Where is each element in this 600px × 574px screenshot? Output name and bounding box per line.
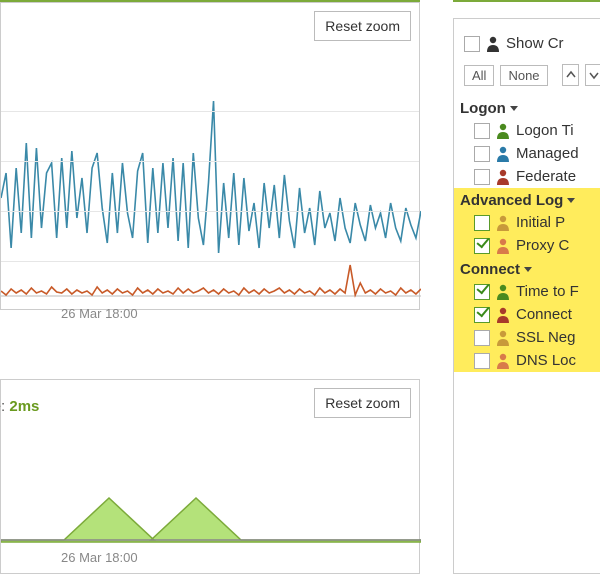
person-icon [496, 353, 510, 369]
collapse-button[interactable] [562, 64, 579, 86]
legend-label: Connect [516, 306, 572, 323]
person-icon [496, 215, 510, 231]
legend-item[interactable]: Federate [454, 165, 600, 188]
chart-latency: : 33ms Reset zoom 26 Mar 18:00 [0, 2, 420, 310]
legend-label: Managed [516, 145, 579, 162]
person-icon [486, 36, 500, 52]
legend-checkbox[interactable] [474, 353, 490, 369]
legend-item[interactable]: Initial P [454, 211, 600, 234]
person-icon [496, 146, 510, 162]
person-icon [496, 284, 510, 300]
legend-label: Logon Ti [516, 122, 574, 139]
legend-checkbox[interactable] [474, 284, 490, 300]
chart2-plot [1, 380, 421, 544]
legend-checkbox[interactable] [474, 330, 490, 346]
legend-checkbox[interactable] [474, 123, 490, 139]
caret-down-icon [524, 267, 532, 272]
legend-item[interactable]: Connect [454, 303, 600, 326]
legend-checkbox[interactable] [474, 238, 490, 254]
legend-item[interactable]: Proxy C [454, 234, 600, 257]
legend-item[interactable]: Time to F [454, 280, 600, 303]
chart-performance: rmance: 2ms Reset zoom 26 Mar 18:00 [0, 379, 420, 574]
group-header[interactable]: Logon [454, 96, 600, 119]
legend-item[interactable]: Managed [454, 142, 600, 165]
legend-panel: Show Cr All None Logon Logon Ti Managed Fed… [453, 18, 600, 574]
legend-checkbox[interactable] [474, 169, 490, 185]
chart2-axis-label: 26 Mar 18:00 [61, 550, 138, 565]
legend-item[interactable]: Logon Ti [454, 119, 600, 142]
group-header[interactable]: Advanced Log [454, 188, 600, 211]
group-header[interactable]: Connect [454, 257, 600, 280]
person-icon [496, 307, 510, 323]
person-icon [496, 123, 510, 139]
filter-none-button[interactable]: None [500, 65, 547, 86]
show-cr-checkbox[interactable] [464, 36, 480, 52]
legend-label: SSL Neg [516, 329, 575, 346]
legend-label: DNS Loc [516, 352, 576, 369]
person-icon [496, 330, 510, 346]
legend-label: Time to F [516, 283, 579, 300]
show-cr-label: Show Cr [506, 35, 564, 52]
caret-down-icon [510, 106, 518, 111]
legend-checkbox[interactable] [474, 146, 490, 162]
legend-checkbox[interactable] [474, 307, 490, 323]
legend-label: Initial P [516, 214, 565, 231]
filter-all-button[interactable]: All [464, 65, 494, 86]
legend-checkbox[interactable] [474, 215, 490, 231]
legend-label: Proxy C [516, 237, 569, 254]
chart1-axis-label: 26 Mar 18:00 [61, 306, 138, 321]
person-icon [496, 238, 510, 254]
legend-label: Federate [516, 168, 576, 185]
person-icon [496, 169, 510, 185]
chart1-plot [1, 3, 421, 301]
caret-down-icon [567, 198, 575, 203]
legend-item[interactable]: SSL Neg [454, 326, 600, 349]
expand-button[interactable] [585, 64, 600, 86]
legend-item[interactable]: DNS Loc [454, 349, 600, 372]
